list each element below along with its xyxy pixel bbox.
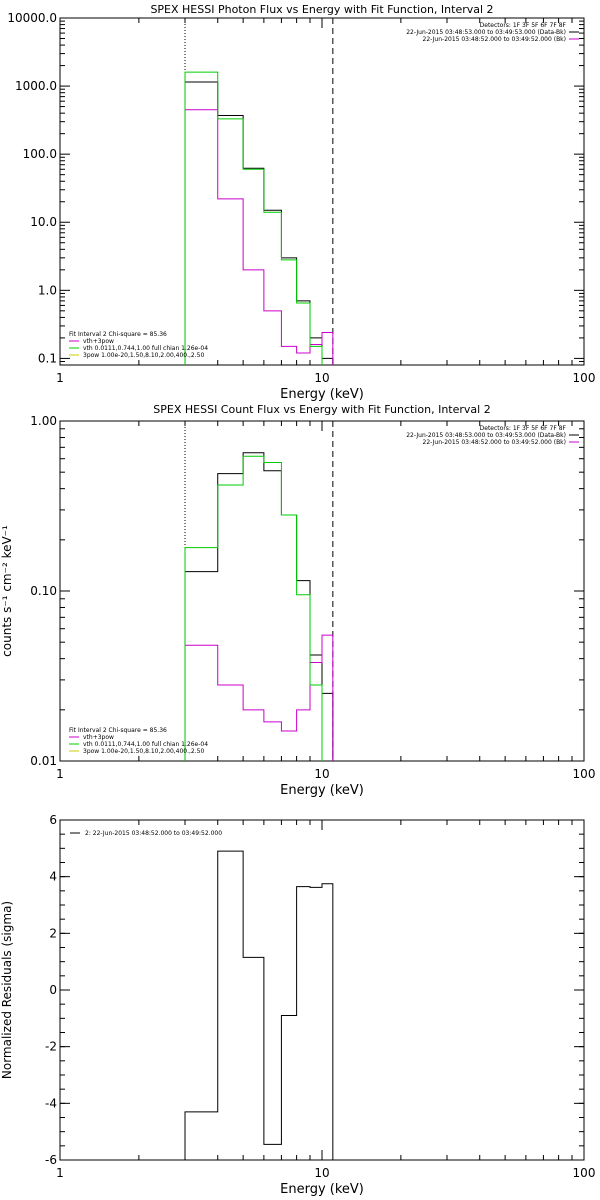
series-step-3 [184, 71, 323, 365]
chart-title: SPEX HESSI Photon Flux vs Energy with Fi… [150, 3, 493, 16]
series-step-1 [184, 850, 334, 1160]
x-axis-label: Energy (keV) [280, 387, 364, 402]
legend-left-entry: vth 0.0111,0.744,1.00 full chian 1.26e-0… [83, 741, 208, 748]
legend-left-entry: vth+3pow [83, 338, 114, 345]
y-axis-label: counts s⁻¹ cm⁻² keV⁻¹ [0, 525, 14, 657]
plot-frame [59, 819, 585, 1161]
x-tick-label: 1 [56, 767, 64, 781]
y-tick-label: -2 [45, 1040, 57, 1054]
x-axis-label: Energy (keV) [280, 783, 364, 798]
series-step-2 [184, 634, 334, 761]
legend-top-entry: 2: 22-Jun-2015 03:48:52.000 to 03:49:52.… [85, 830, 222, 837]
y-tick-label: 0.10 [30, 584, 57, 598]
legend-right-entry: 22-Jun-2015 03:48:52.000 to 03:49:52.000… [423, 439, 566, 446]
y-tick-label: 6 [49, 813, 57, 827]
y-tick-label: 2 [49, 926, 57, 940]
series-step-1 [184, 81, 334, 365]
y-tick-label: 10000.0 [7, 11, 57, 25]
x-tick-label: 100 [573, 767, 596, 781]
x-tick-label: 10 [314, 767, 329, 781]
series-step-3 [184, 455, 323, 761]
x-tick-label: 100 [573, 371, 596, 385]
x-tick-label: 1 [56, 1166, 64, 1180]
chart-title: SPEX HESSI Count Flux vs Energy with Fit… [153, 403, 490, 416]
plot-frame [59, 17, 585, 366]
y-tick-label: 100.0 [23, 147, 57, 161]
y-axis-label: Normalized Residuals (sigma) [0, 901, 14, 1079]
legend-right-entry: 22-Jun-2015 03:48:53.000 to 03:49:53.000… [406, 432, 566, 439]
legend-right-entry: Detectors: 1F 3F 5F 6F 7F 8F [480, 22, 567, 29]
legend-right-entry: Detectors: 1F 3F 5F 6F 7F 8F [480, 425, 567, 432]
y-tick-label: 4 [49, 870, 57, 884]
series-step-1 [184, 452, 334, 761]
legend-left-entry: 3pow 1.00e-20,1.50,8.10,2.00,400.,2.50 [83, 352, 204, 359]
y-tick-label: 1000.0 [15, 79, 57, 93]
y-tick-label: -6 [45, 1153, 57, 1167]
legend-left-entry: 3pow 1.00e-20,1.50,8.10,2.00,400.,2.50 [83, 748, 204, 755]
x-axis-label: Energy (keV) [280, 1182, 364, 1197]
y-tick-label: 0.1 [38, 351, 57, 365]
y-tick-label: 0 [49, 983, 57, 997]
legend-left-entry: vth 0.0111,0.744,1.00 full chian 1.26e-0… [83, 345, 208, 352]
chart-panel-2: 1 10 100 0.01 0.10 1.00 SPEX HESSI Count Flux … [0, 403, 595, 798]
y-tick-label: -4 [45, 1096, 57, 1110]
chart-panel-3: 1 10 100 -6 -4 -2 0 2 4 6 Energy (keV) Normalized R… [0, 813, 595, 1197]
y-tick-label: 1.00 [30, 414, 57, 428]
x-tick-label: 1 [56, 371, 64, 385]
legend-left-entry: Fit Interval 2 Chi-square = 85.36 [69, 331, 167, 338]
x-tick-label: 10 [314, 371, 329, 385]
legend-right-entry: 22-Jun-2015 03:48:53.000 to 03:49:53.000… [406, 29, 566, 36]
series-step-2 [184, 109, 334, 365]
legend-left-entry: vth+3pow [83, 734, 114, 741]
y-tick-label: 1.0 [38, 283, 57, 297]
chart-panel-1: 1 10 100 0.1 1.0 10.0 100.0 1000.0 10000.0 SPEX H… [7, 3, 595, 402]
x-tick-label: 10 [314, 1166, 329, 1180]
legend-right-entry: 22-Jun-2015 03:48:52.000 to 03:49:52.000… [423, 36, 566, 43]
x-tick-label: 100 [573, 1166, 596, 1180]
legend-left-entry: Fit Interval 2 Chi-square = 85.36 [69, 727, 167, 734]
y-tick-label: 0.01 [30, 754, 57, 768]
y-tick-label: 10.0 [30, 215, 57, 229]
